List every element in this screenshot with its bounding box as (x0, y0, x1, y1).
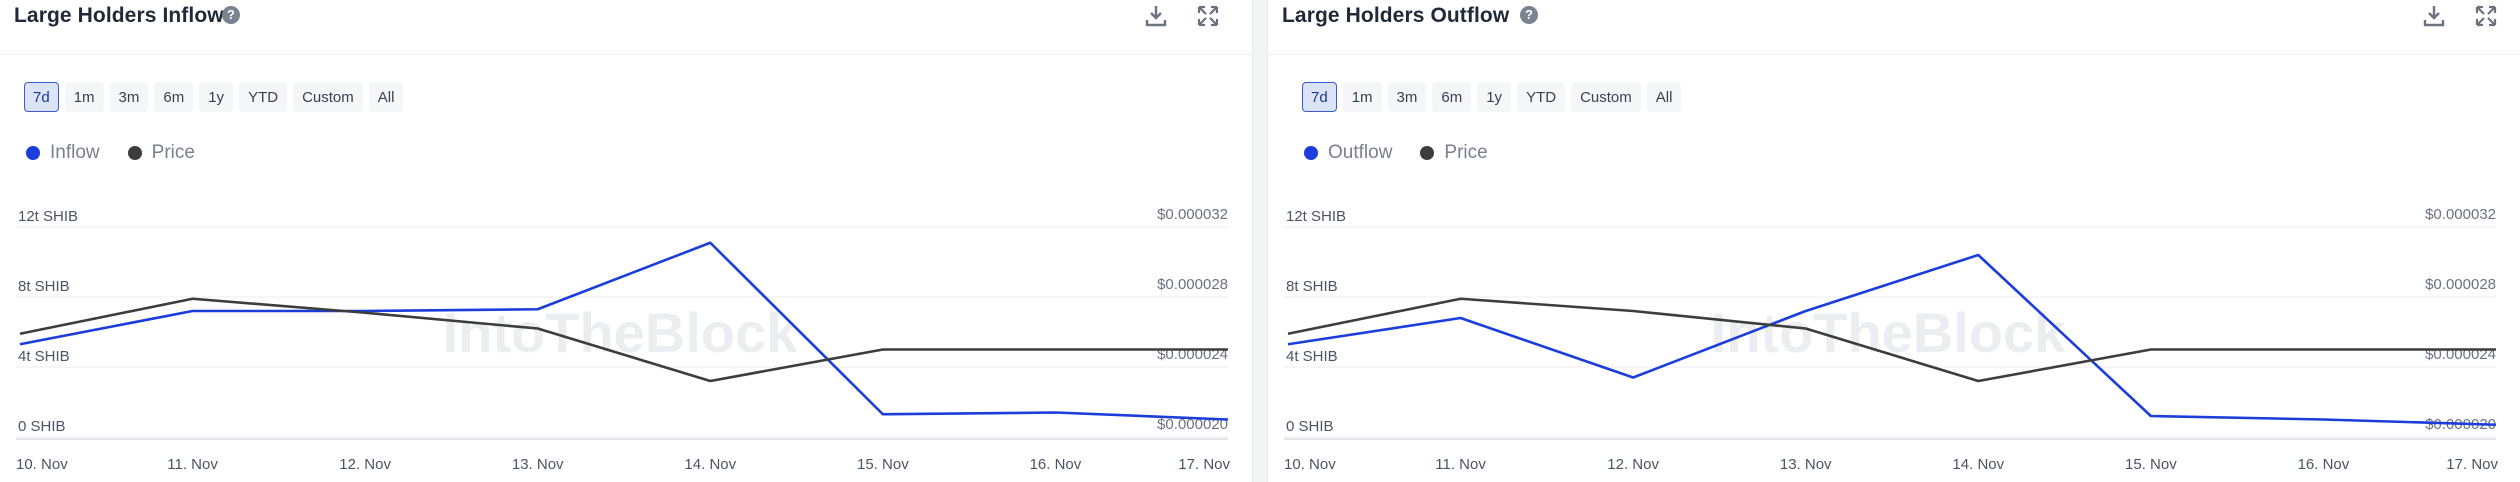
expand-icon[interactable] (2473, 3, 2499, 29)
x-tick-label: 17. Nov (1178, 456, 1230, 473)
y-tick-label-left: 8t SHIB (1286, 278, 1338, 295)
range-1m-button[interactable]: 1m (64, 82, 104, 112)
download-icon[interactable] (2421, 3, 2447, 29)
y-tick-label-right: $0.000020 (1157, 416, 1228, 433)
x-tick-label: 12. Nov (339, 456, 391, 473)
x-tick-label: 13. Nov (512, 456, 564, 473)
range-1m-button[interactable]: 1m (1342, 82, 1382, 112)
x-tick-label: 13. Nov (1780, 456, 1832, 473)
panel-header: Large Holders Outflow ? (1268, 0, 2520, 55)
range-custom-button[interactable]: Custom (293, 82, 363, 112)
range-all-button[interactable]: All (368, 82, 404, 112)
download-icon[interactable] (1143, 3, 1169, 29)
expand-icon[interactable] (1195, 3, 1221, 29)
x-tick-label: 11. Nov (167, 456, 218, 473)
range-ytd-button[interactable]: YTD (239, 82, 288, 112)
outflow-panel: Large Holders Outflow ? 7d 1m 3m 6m 1y Y… (1268, 0, 2520, 482)
legend-dot-price (127, 146, 142, 160)
x-tick-label: 16. Nov (1030, 456, 1082, 473)
y-tick-label-left: 0 SHIB (1286, 418, 1334, 435)
legend-dot-outflow (1304, 146, 1318, 160)
help-icon[interactable]: ? (222, 6, 240, 24)
y-tick-label-left: 4t SHIB (18, 348, 70, 365)
help-icon[interactable]: ? (1520, 6, 1538, 24)
legend-label: Inflow (50, 142, 100, 163)
x-tick-label: 11. Nov (1435, 456, 1486, 473)
series-line-price (1287, 297, 2496, 383)
y-tick-label-right: $0.000032 (1157, 206, 1228, 223)
range-custom-button[interactable]: Custom (1571, 82, 1641, 112)
y-tick-label-left: 12t SHIB (18, 208, 78, 225)
y-tick-label-right: $0.000028 (2425, 276, 2496, 293)
y-tick-label-left: 4t SHIB (1286, 348, 1338, 365)
range-1y-button[interactable]: 1y (1477, 82, 1512, 112)
range-all-button[interactable]: All (1646, 82, 1682, 112)
range-7d-button[interactable]: 7d (1302, 82, 1337, 112)
legend-label: Price (1444, 142, 1488, 163)
x-tick-label: 12. Nov (1607, 456, 1659, 473)
range-ytd-button[interactable]: YTD (1517, 82, 1566, 112)
legend-item-inflow[interactable]: Inflow (26, 142, 100, 164)
y-tick-label-left: 0 SHIB (18, 418, 66, 435)
panel-header: Large Holders Inflow ? (0, 0, 1252, 55)
panel-divider (1252, 0, 1268, 482)
legend-label: Price (151, 142, 195, 163)
y-tick-label-right: $0.000032 (2425, 206, 2496, 223)
range-3m-button[interactable]: 3m (1387, 82, 1427, 112)
range-6m-button[interactable]: 6m (1432, 82, 1472, 112)
x-tick-label: 14. Nov (684, 456, 736, 473)
inflow-panel: Large Holders Inflow ? 7d 1m 3m 6m 1y YT… (0, 0, 1252, 482)
legend-item-price[interactable]: Price (1420, 142, 1488, 164)
legend-dot-inflow (26, 146, 40, 160)
range-1y-button[interactable]: 1y (199, 82, 234, 112)
legend-item-price[interactable]: Price (127, 142, 195, 164)
chart-legend: Outflow Price (1304, 142, 1488, 164)
range-6m-button[interactable]: 6m (154, 82, 194, 112)
time-range-selector: 7d 1m 3m 6m 1y YTD Custom All (24, 82, 404, 114)
x-tick-label: 14. Nov (1952, 456, 2004, 473)
x-tick-label: 15. Nov (2125, 456, 2177, 473)
x-tick-label: 15. Nov (857, 456, 909, 473)
legend-dot-price (1420, 146, 1435, 160)
panel-title: Large Holders Outflow (1282, 4, 1510, 27)
y-tick-label-left: 12t SHIB (1286, 208, 1346, 225)
panel-title: Large Holders Inflow (14, 4, 224, 27)
chart-legend: Inflow Price (26, 142, 195, 164)
x-tick-label: 17. Nov (2446, 456, 2498, 473)
range-7d-button[interactable]: 7d (24, 82, 59, 112)
y-tick-label-left: 8t SHIB (18, 278, 70, 295)
time-range-selector: 7d 1m 3m 6m 1y YTD Custom All (1302, 82, 1682, 114)
series-line-inflow (19, 241, 1229, 421)
x-tick-label: 16. Nov (2298, 456, 2350, 473)
legend-item-outflow[interactable]: Outflow (1304, 142, 1392, 164)
x-tick-label: 10. Nov (1284, 456, 1336, 473)
series-line-price (19, 297, 1228, 383)
x-tick-label: 10. Nov (16, 456, 68, 473)
series-line-outflow (1287, 253, 2497, 427)
legend-label: Outflow (1328, 142, 1393, 163)
y-tick-label-right: $0.000028 (1157, 276, 1228, 293)
range-3m-button[interactable]: 3m (109, 82, 149, 112)
